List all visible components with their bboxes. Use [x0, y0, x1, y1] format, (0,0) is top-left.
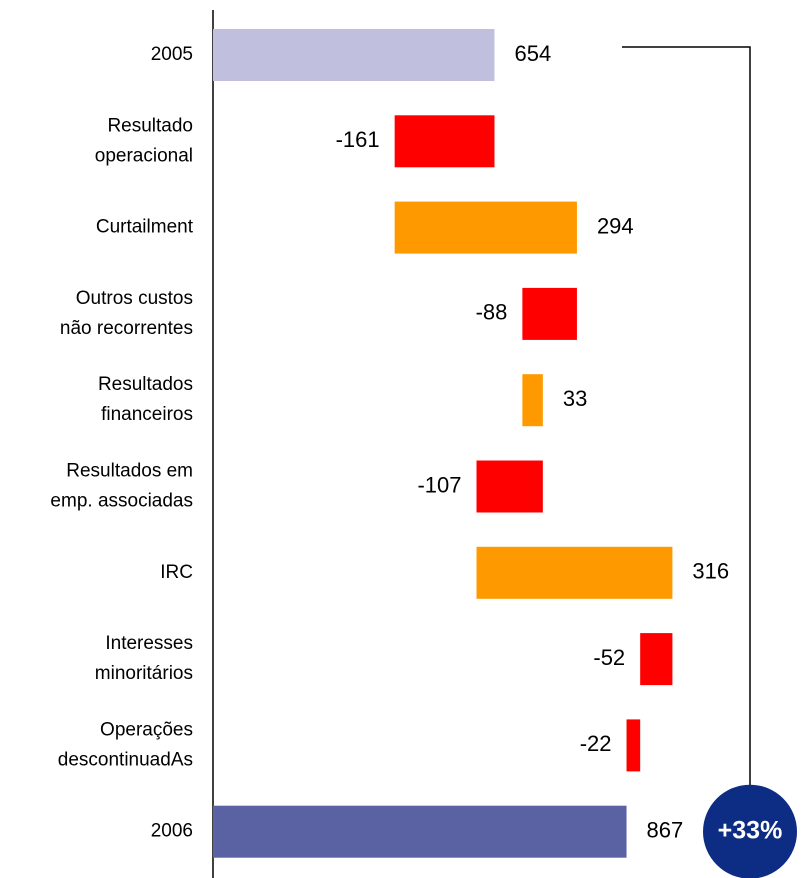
value-label: 294	[597, 213, 634, 238]
category-label: Resultado operacional	[95, 115, 193, 166]
category-line: 2006	[151, 821, 193, 842]
value-label: 654	[514, 41, 551, 66]
category-line: Outros custos	[76, 288, 193, 309]
bar	[640, 633, 673, 686]
category-line: Resultados em	[66, 461, 193, 482]
bar	[394, 115, 495, 168]
category-line: emp. associadas	[50, 491, 193, 512]
category-label: Outros custos não recorrentes	[60, 288, 193, 339]
category-label: Interesses minoritários	[95, 633, 193, 684]
bar	[522, 374, 543, 427]
category-label: IRC	[160, 562, 193, 583]
annotation: +33%	[718, 816, 783, 844]
category-label: 2006	[151, 821, 193, 842]
category-line: operacional	[95, 145, 193, 166]
value-label: -52	[593, 645, 625, 670]
category-line: Operações	[100, 719, 193, 740]
category-label: 2005	[151, 44, 193, 65]
bar	[476, 546, 673, 599]
category-line: Resultados	[98, 374, 193, 395]
value-label: -107	[417, 472, 461, 497]
value-label: 867	[647, 818, 684, 843]
category-line: não recorrentes	[60, 318, 193, 339]
value-label: -161	[336, 127, 380, 152]
category-line: Interesses	[105, 633, 193, 654]
category-label: Resultados financeiros	[98, 374, 193, 425]
category-label: Curtailment	[96, 217, 194, 238]
category-line: Resultado	[107, 115, 193, 136]
value-label: 33	[563, 386, 587, 411]
annotation-badge	[703, 784, 797, 878]
bar	[476, 460, 543, 513]
bar	[394, 201, 577, 254]
value-label: -22	[580, 731, 612, 756]
category-line: descontinuadAs	[58, 749, 193, 770]
category-line: financeiros	[101, 404, 193, 425]
category-line: Curtailment	[96, 217, 194, 238]
category-line: 2005	[151, 44, 193, 65]
bar	[213, 805, 627, 858]
bar	[626, 719, 641, 772]
category-line: minoritários	[95, 663, 193, 684]
category-line: IRC	[160, 562, 193, 583]
bar	[522, 287, 577, 340]
value-label: -88	[476, 300, 508, 325]
category-label: Operações descontinuadAs	[58, 719, 193, 770]
category-label: Resultados em emp. associadas	[50, 461, 193, 512]
bar	[213, 29, 495, 81]
value-label: 316	[692, 559, 729, 584]
bracket-line	[622, 46, 751, 790]
